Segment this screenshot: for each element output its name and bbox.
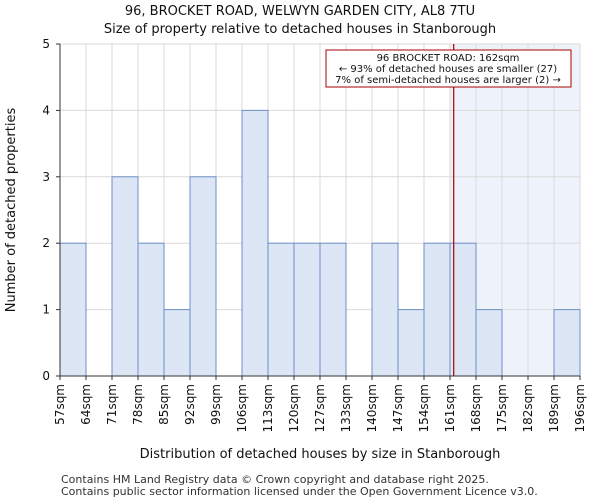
annotation-box: 96 BROCKET ROAD: 162sqm ← 93% of detache… bbox=[325, 49, 572, 88]
annotation-line2: ← 93% of detached houses are smaller (27… bbox=[339, 64, 557, 75]
x-tick-label: 175sqm bbox=[495, 384, 509, 432]
histogram-bar bbox=[59, 242, 87, 377]
x-tick-label: 133sqm bbox=[339, 384, 353, 432]
x-tick-label: 113sqm bbox=[261, 384, 275, 432]
histogram-bar bbox=[475, 309, 503, 377]
chart-title-line1: 96, BROCKET ROAD, WELWYN GARDEN CITY, AL… bbox=[125, 4, 475, 19]
x-tick-label: 106sqm bbox=[235, 384, 249, 432]
y-tick-label: 5 bbox=[42, 37, 50, 51]
y-tick-label: 1 bbox=[42, 303, 50, 317]
y-tick-label: 2 bbox=[42, 236, 50, 250]
x-tick-label: 168sqm bbox=[469, 384, 483, 432]
plot-area: 0 1 2 3 4 5 57sqm 64sqm 71sqm 78sqm 85sqm 92sqm 99sq… bbox=[42, 37, 587, 432]
histogram-bar bbox=[241, 109, 269, 377]
annotation-frame bbox=[325, 49, 572, 88]
x-axis-label: Distribution of detached houses by size … bbox=[140, 447, 501, 462]
x-tick-label: 64sqm bbox=[79, 384, 93, 425]
x-tick-label: 78sqm bbox=[131, 384, 145, 425]
x-tick-label: 120sqm bbox=[287, 384, 301, 432]
x-tick-label: 57sqm bbox=[53, 384, 67, 425]
x-tick-label: 92sqm bbox=[183, 384, 197, 425]
x-tick-label: 189sqm bbox=[547, 384, 561, 432]
x-tick-label: 182sqm bbox=[521, 384, 535, 432]
histogram-bar bbox=[397, 309, 425, 377]
histogram-bar bbox=[371, 242, 399, 377]
y-tick-label: 0 bbox=[42, 369, 50, 383]
histogram-bar bbox=[137, 242, 165, 377]
y-tick-label: 4 bbox=[42, 103, 50, 117]
annotation-line1: 96 BROCKET ROAD: 162sqm bbox=[377, 53, 520, 64]
histogram-bar bbox=[111, 176, 139, 377]
y-axis-label: Number of detached properties bbox=[4, 108, 19, 313]
x-tick-label: 99sqm bbox=[209, 384, 223, 425]
x-tick-label: 196sqm bbox=[573, 384, 587, 432]
y-tick-label: 3 bbox=[42, 170, 50, 184]
histogram-bar bbox=[449, 242, 477, 377]
x-tick-label: 71sqm bbox=[105, 384, 119, 425]
footer-licence: Contains public sector information licen… bbox=[61, 485, 538, 498]
chart-title-line2: Size of property relative to detached ho… bbox=[104, 22, 496, 37]
x-tick-label: 127sqm bbox=[313, 384, 327, 432]
x-tick-label: 140sqm bbox=[365, 384, 379, 432]
histogram-bar bbox=[163, 309, 191, 377]
histogram-bar bbox=[553, 309, 581, 377]
histogram-bar bbox=[319, 242, 347, 377]
footer-copyright: Contains HM Land Registry data © Crown c… bbox=[61, 473, 489, 486]
histogram-bar bbox=[267, 242, 295, 377]
x-tick-label: 154sqm bbox=[417, 384, 431, 432]
histogram-bar bbox=[423, 242, 451, 377]
histogram-bar bbox=[189, 176, 217, 377]
histogram-bar bbox=[293, 242, 321, 377]
x-tick-label: 85sqm bbox=[157, 384, 171, 425]
annotation-line3: 7% of semi-detached houses are larger (2… bbox=[335, 75, 561, 86]
x-tick-label: 161sqm bbox=[443, 384, 457, 432]
x-tick-label: 147sqm bbox=[391, 384, 405, 432]
